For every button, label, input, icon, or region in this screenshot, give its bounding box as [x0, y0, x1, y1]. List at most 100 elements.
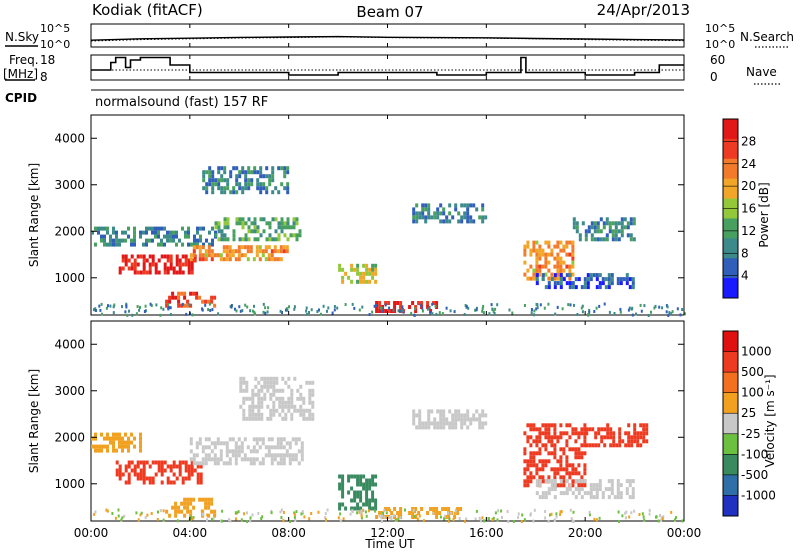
heatmap-cell — [627, 443, 631, 448]
heatmap-cell — [427, 203, 431, 208]
heatmap-cell — [541, 431, 545, 436]
heatmap-cell — [353, 498, 357, 503]
heatmap-cell — [633, 431, 637, 436]
heatmap-cell — [341, 486, 345, 491]
noise-cell — [230, 305, 233, 309]
heatmap-cell — [220, 166, 224, 171]
heatmap-cell — [559, 268, 563, 273]
heatmap-cell — [249, 245, 253, 250]
heatmap-cell — [538, 435, 542, 440]
noise-cell — [333, 308, 336, 312]
heatmap-cell — [619, 281, 623, 286]
heatmap-cell — [279, 445, 283, 450]
heatmap-cell — [210, 257, 214, 262]
heatmap-cell — [460, 215, 464, 220]
heatmap-cell — [460, 413, 464, 418]
heatmap-cell — [255, 245, 259, 250]
heatmap-cell — [308, 396, 312, 401]
heatmap-cell — [100, 238, 103, 243]
heatmap-cell — [189, 437, 193, 442]
heatmap-cell — [583, 431, 587, 436]
noise-cell — [670, 312, 673, 316]
heatmap-cell — [220, 186, 224, 191]
heatmap-cell — [374, 506, 378, 511]
heatmap-cell — [544, 256, 548, 261]
heatmap-cell — [287, 404, 291, 409]
heatmap-cell — [127, 258, 131, 263]
heatmap-cell — [222, 441, 226, 446]
heatmap-cell — [593, 225, 597, 230]
colorbar-swatch — [723, 372, 738, 394]
heatmap-cell — [282, 461, 286, 466]
heatmap-cell — [210, 457, 214, 462]
heatmap-cell — [260, 416, 264, 421]
noise-cell — [414, 307, 416, 311]
noise-cell — [463, 313, 466, 316]
noise-cell — [674, 518, 676, 522]
heatmap-cell — [268, 233, 272, 238]
noise-cell — [211, 308, 214, 312]
colorbar-swatch — [723, 278, 738, 299]
heatmap-cell — [214, 178, 218, 183]
heatmap-cell — [204, 437, 208, 442]
heatmap-cell — [451, 421, 455, 426]
heatmap-cell — [553, 483, 557, 488]
heatmap-cell — [617, 221, 621, 226]
heatmap-cell — [362, 279, 366, 284]
heatmap-cell — [270, 249, 274, 254]
nave-label: Nave — [746, 65, 777, 79]
heatmap-cell — [248, 396, 252, 401]
noise-cell — [282, 510, 285, 514]
heatmap-cell — [571, 431, 575, 436]
heatmap-cell — [276, 441, 280, 446]
heatmap-cell — [145, 270, 149, 275]
heatmap-cell — [603, 427, 607, 432]
heatmap-cell — [466, 215, 470, 220]
heatmap-cell — [622, 277, 626, 282]
heatmap-cell — [244, 170, 248, 175]
heatmap-cell — [617, 237, 621, 242]
noise-cell — [365, 514, 368, 518]
heatmap-cell — [466, 211, 470, 216]
heatmap-cell — [538, 459, 542, 464]
heatmap-cell — [617, 229, 621, 234]
heatmap-cell — [544, 463, 548, 468]
noise-cell — [159, 509, 162, 513]
heatmap-cell — [189, 441, 193, 446]
heatmap-cell — [556, 471, 560, 476]
heatmap-cell — [257, 392, 261, 397]
heatmap-cell — [269, 396, 273, 401]
noise-cell — [336, 306, 339, 310]
heatmap-cell — [274, 229, 278, 234]
heatmap-cell — [118, 472, 122, 477]
heatmap-cell — [142, 476, 146, 481]
heatmap-cell — [208, 182, 212, 187]
heatmap-cell — [532, 455, 536, 460]
heatmap-cell — [628, 483, 632, 488]
heatmap-cell — [234, 249, 238, 254]
heatmap-cell — [547, 423, 551, 428]
heatmap-cell — [571, 244, 575, 249]
heatmap-cell — [565, 281, 569, 286]
x-axis-label: Time UT — [364, 537, 415, 551]
heatmap-cell — [295, 233, 299, 238]
heatmap-cell — [280, 225, 284, 230]
heatmap-cell — [359, 490, 363, 495]
heatmap-cell — [261, 457, 265, 462]
noise-cell — [667, 314, 670, 317]
heatmap-cell — [365, 490, 369, 495]
heatmap-cell — [247, 182, 251, 187]
heatmap-cell — [160, 480, 164, 485]
heatmap-cell — [415, 211, 419, 216]
heatmap-cell — [286, 237, 290, 242]
heatmap-cell — [91, 436, 94, 441]
heatmap-cell — [362, 486, 366, 491]
heatmap-cell — [627, 439, 631, 444]
heatmap-cell — [408, 305, 412, 309]
heatmap-cell — [109, 238, 112, 243]
heatmap-cell — [553, 495, 557, 500]
heatmap-cell — [556, 435, 560, 440]
noise-cell — [356, 511, 359, 515]
heatmap-cell — [338, 267, 342, 272]
heatmap-cell — [562, 483, 566, 488]
